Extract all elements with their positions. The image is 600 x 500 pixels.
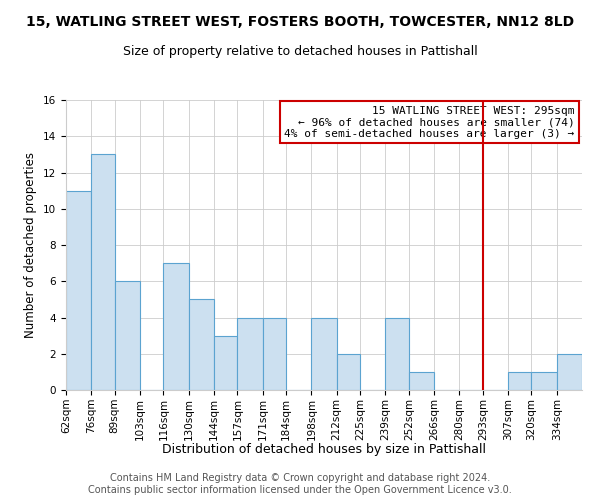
Bar: [238, 318, 263, 390]
Text: Size of property relative to detached houses in Pattishall: Size of property relative to detached ho…: [122, 45, 478, 58]
Bar: [557, 354, 582, 390]
Bar: [188, 300, 214, 390]
Bar: [532, 372, 557, 390]
Bar: [337, 354, 360, 390]
Bar: [508, 372, 532, 390]
Text: 15, WATLING STREET WEST, FOSTERS BOOTH, TOWCESTER, NN12 8LD: 15, WATLING STREET WEST, FOSTERS BOOTH, …: [26, 15, 574, 29]
Bar: [311, 318, 337, 390]
Bar: [263, 318, 286, 390]
Bar: [91, 154, 115, 390]
Bar: [115, 281, 140, 390]
Bar: [214, 336, 238, 390]
Bar: [385, 318, 409, 390]
X-axis label: Distribution of detached houses by size in Pattishall: Distribution of detached houses by size …: [162, 442, 486, 456]
Bar: [163, 263, 188, 390]
Text: 15 WATLING STREET WEST: 295sqm
← 96% of detached houses are smaller (74)
4% of s: 15 WATLING STREET WEST: 295sqm ← 96% of …: [284, 106, 574, 139]
Y-axis label: Number of detached properties: Number of detached properties: [25, 152, 37, 338]
Text: Contains HM Land Registry data © Crown copyright and database right 2024.
Contai: Contains HM Land Registry data © Crown c…: [88, 474, 512, 495]
Bar: [66, 190, 91, 390]
Bar: [409, 372, 434, 390]
